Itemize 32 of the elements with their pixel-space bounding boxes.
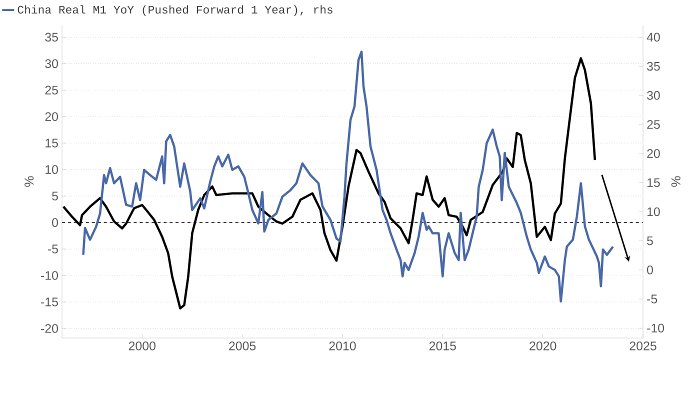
- y2-tick-label: -10: [647, 324, 664, 333]
- y2-axis-title: %: [671, 176, 680, 187]
- legend-label: China Real M1 YoY (Pushed Forward 1 Year), rhs: [18, 5, 332, 16]
- y2-tick-label: 15: [647, 178, 660, 188]
- y-tick-label: 30: [45, 59, 58, 68]
- x-tick-label: 2010: [329, 342, 356, 350]
- y-tick-label: 10: [46, 165, 58, 174]
- y2-tick-label: 35: [646, 62, 660, 71]
- x-tick-label: 2015: [429, 342, 456, 350]
- x-tick-label: 2025: [630, 342, 656, 350]
- y2-tick-label: 5: [647, 236, 653, 246]
- y-tick-label: 35: [45, 32, 58, 42]
- y-tick-label: -5: [48, 244, 58, 254]
- y2-tick-label: 20: [647, 149, 660, 158]
- x-tick-label: 2000: [128, 342, 156, 350]
- y2-tick-label: 30: [646, 90, 660, 100]
- y-tick-label: 25: [45, 86, 58, 95]
- y2-tick-label: 0: [647, 266, 653, 274]
- y-tick-label: 15: [46, 138, 58, 148]
- x-tick-label: 2005: [229, 342, 256, 350]
- y-tick-label: -20: [41, 324, 58, 333]
- y-tick-label: 0: [52, 218, 58, 227]
- y-tick-label: -15: [41, 298, 58, 306]
- y2-tick-label: 40: [646, 32, 660, 42]
- x-tick-label: 2020: [530, 342, 556, 350]
- y-tick-label: 5: [52, 192, 58, 200]
- y-tick-label: 20: [45, 112, 58, 122]
- y2-tick-label: 25: [647, 120, 660, 129]
- y-axis-title: %: [24, 176, 34, 187]
- y2-tick-label: 10: [647, 207, 660, 216]
- y-tick-label: -10: [41, 271, 58, 280]
- y2-tick-label: -5: [647, 294, 658, 304]
